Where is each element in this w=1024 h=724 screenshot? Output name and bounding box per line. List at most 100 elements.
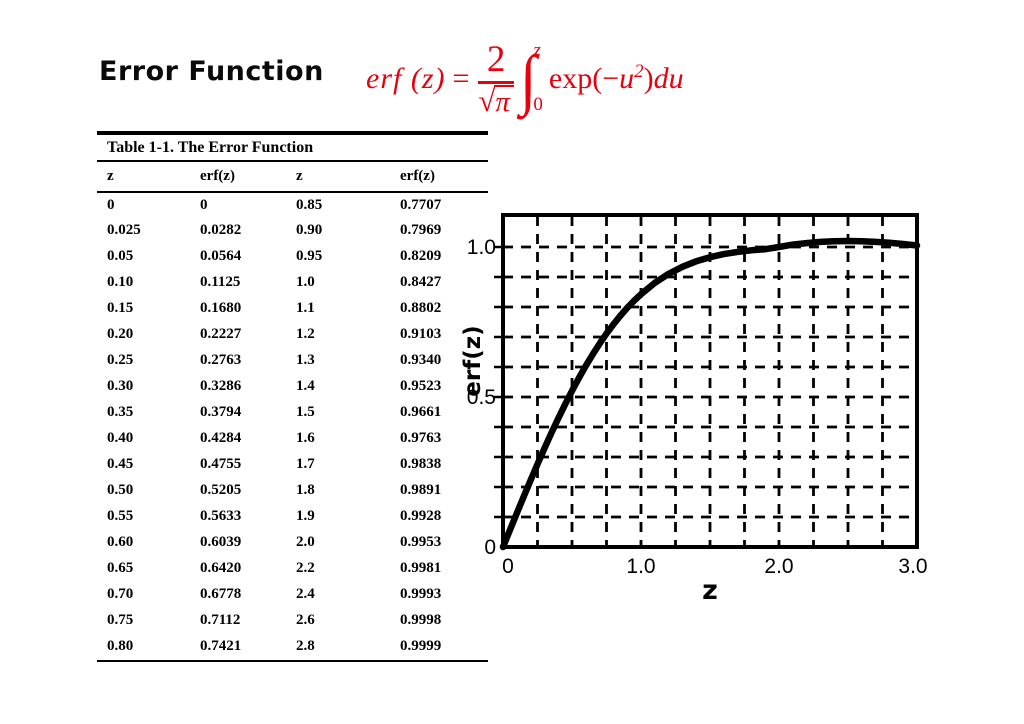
table-cell: 0.8427 bbox=[400, 274, 442, 291]
table-cell: 0.4284 bbox=[200, 430, 242, 447]
table-row: 0.55 0.5633 1.9 0.9928 bbox=[97, 504, 488, 530]
table-cell: 0.95 bbox=[296, 248, 323, 265]
u-variable: u bbox=[619, 62, 635, 95]
y-axis-label: erf(z) bbox=[460, 325, 486, 396]
erf-table-box: Table 1-1. The Error Function z erf(z) z er… bbox=[97, 131, 488, 662]
table-cell: 2.8 bbox=[296, 638, 315, 655]
table-cell: 0.6420 bbox=[200, 560, 242, 577]
table-cell: 0.60 bbox=[107, 534, 134, 551]
y-tick-label: 0.5 bbox=[467, 386, 496, 409]
table-cell: 0.9891 bbox=[400, 482, 442, 499]
table-cell: 0.70 bbox=[107, 586, 134, 603]
table-cell: 1.6 bbox=[296, 430, 315, 447]
x-tick-label: 3.0 bbox=[898, 555, 927, 578]
table-caption: Table 1-1. The Error Function bbox=[107, 139, 314, 156]
integral-lower-limit: 0 bbox=[533, 94, 543, 115]
pi-symbol: π bbox=[494, 84, 514, 117]
table-cell: 0.0564 bbox=[200, 248, 242, 265]
table-cell: 1.4 bbox=[296, 378, 315, 395]
x-tick-label: 2.0 bbox=[764, 555, 793, 578]
table-cell: 1.7 bbox=[296, 456, 315, 473]
table-cell: 0.65 bbox=[107, 560, 134, 577]
table-cell: 0.20 bbox=[107, 326, 134, 343]
integral-sign: ∫ bbox=[519, 42, 537, 116]
table-cell: 0.9999 bbox=[400, 638, 442, 655]
table-cell: 0.05 bbox=[107, 248, 134, 265]
table-cell: 0.7421 bbox=[200, 638, 242, 655]
table-cell: 0.15 bbox=[107, 300, 134, 317]
table-header-row: z erf(z) z erf(z) bbox=[97, 162, 488, 192]
table-cell: 1.5 bbox=[296, 404, 315, 421]
table-cell: 0.7969 bbox=[400, 222, 442, 239]
table-cell: 0.85 bbox=[296, 196, 323, 213]
table-cell: 0.9838 bbox=[400, 456, 442, 473]
table-cell: 0.75 bbox=[107, 612, 134, 629]
table-cell: 0.2227 bbox=[200, 326, 242, 343]
table-cell: 0.0282 bbox=[200, 222, 242, 239]
table-row: 0.45 0.4755 1.7 0.9838 bbox=[97, 452, 488, 478]
table-row: 0 0 0.85 0.7707 bbox=[97, 192, 488, 218]
table-cell: 0.3794 bbox=[200, 404, 242, 421]
table-cell: 2.6 bbox=[296, 612, 315, 629]
table-cell: 0.6039 bbox=[200, 534, 242, 551]
table-cell: 0.9998 bbox=[400, 612, 442, 629]
table-cell: 1.3 bbox=[296, 352, 315, 369]
erf-formula: erf (z) = 2 √ π ∫ z 0 exp(−u2)du bbox=[366, 36, 684, 122]
du-text: du bbox=[653, 62, 684, 95]
table-cell: 1.1 bbox=[296, 300, 315, 317]
plot-frame bbox=[501, 213, 919, 549]
table-cell: 0.025 bbox=[107, 222, 141, 239]
table-cell: 0.4755 bbox=[200, 456, 242, 473]
table-cell: 0.9981 bbox=[400, 560, 442, 577]
table-cell: 0.8209 bbox=[400, 248, 442, 265]
formula-fraction: 2 √ π bbox=[478, 41, 514, 117]
table-row: 0.15 0.1680 1.1 0.8802 bbox=[97, 296, 488, 322]
y-tick-label: 1.0 bbox=[467, 236, 496, 259]
x-tick-label: 0 bbox=[502, 555, 514, 578]
fraction-numerator: 2 bbox=[486, 38, 506, 80]
table-cell: 0.6778 bbox=[200, 586, 242, 603]
table-cell: 1.9 bbox=[296, 508, 315, 525]
table-cell: 0.5205 bbox=[200, 482, 242, 499]
table-row: 0.10 0.1125 1.0 0.8427 bbox=[97, 270, 488, 296]
table-cell: 0.80 bbox=[107, 638, 134, 655]
table-cell: 0.9661 bbox=[400, 404, 442, 421]
table-top-rule bbox=[97, 131, 488, 135]
erf-curve bbox=[499, 237, 921, 551]
u-exponent: 2 bbox=[634, 61, 644, 82]
formula-equals: = bbox=[452, 62, 470, 95]
x-tick-label: 1.0 bbox=[626, 555, 655, 578]
table-cell: 0.8802 bbox=[400, 300, 442, 317]
table-row: 0.35 0.3794 1.5 0.9661 bbox=[97, 400, 488, 426]
fraction-bar bbox=[478, 80, 514, 84]
table-cell: 0.7707 bbox=[400, 196, 442, 213]
integral-upper-limit: z bbox=[533, 40, 541, 61]
table-cell: 0 bbox=[200, 196, 208, 213]
table-cell: 0.30 bbox=[107, 378, 134, 395]
table-cell: 0.9953 bbox=[400, 534, 442, 551]
table-row: 0.65 0.6420 2.2 0.9981 bbox=[97, 556, 488, 582]
table-column-header: z bbox=[107, 167, 114, 184]
table-column-header: erf(z) bbox=[200, 167, 235, 184]
table-cell: 1.8 bbox=[296, 482, 315, 499]
table-row: 0.70 0.6778 2.4 0.9993 bbox=[97, 582, 488, 608]
table-cell: 2.0 bbox=[296, 534, 315, 551]
table-cell: 0.90 bbox=[296, 222, 323, 239]
formula-integral: ∫ z 0 bbox=[519, 40, 543, 117]
table-cell: 2.4 bbox=[296, 586, 315, 603]
table-cell: 0.9993 bbox=[400, 586, 442, 603]
y-tick-label: 0 bbox=[484, 536, 496, 559]
table-cell: 0.50 bbox=[107, 482, 134, 499]
table-row: 0.25 0.2763 1.3 0.9340 bbox=[97, 348, 488, 374]
table-row: 0.80 0.7421 2.8 0.9999 bbox=[97, 634, 488, 660]
formula-lhs: erf (z) bbox=[366, 62, 446, 95]
table-cell: 1.2 bbox=[296, 326, 315, 343]
table-cell: 0.45 bbox=[107, 456, 134, 473]
table-row: 0.60 0.6039 2.0 0.9953 bbox=[97, 530, 488, 556]
table-cell: 0.9928 bbox=[400, 508, 442, 525]
radical-sign: √ bbox=[478, 82, 496, 118]
table-cell: 0.40 bbox=[107, 430, 134, 447]
page-title: Error Function bbox=[99, 56, 324, 87]
table-cell: 2.2 bbox=[296, 560, 315, 577]
table-cell: 0.1125 bbox=[200, 274, 241, 291]
